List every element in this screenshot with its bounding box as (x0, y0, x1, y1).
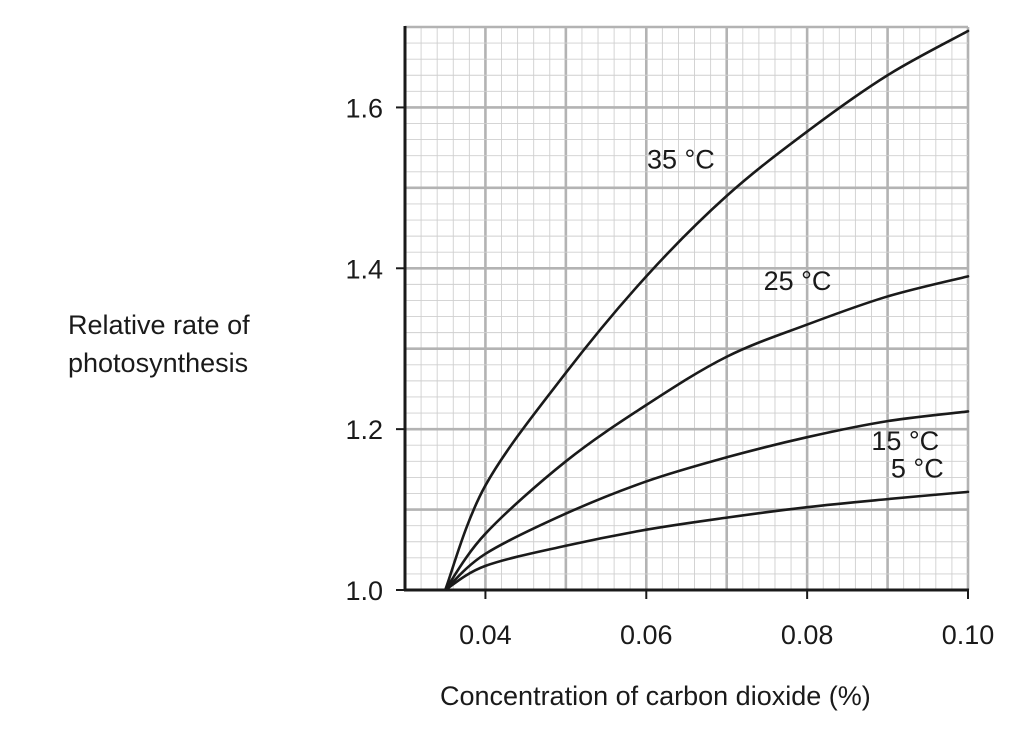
series-line (443, 410, 970, 592)
y-tick-label: 1.0 (345, 576, 383, 606)
y-tick-label: 1.4 (345, 254, 383, 284)
y-axis-label-line-1: Relative rate of (68, 310, 250, 340)
x-axis-label: Concentration of carbon dioxide (%) (440, 681, 871, 711)
x-tick-label: 0.04 (459, 620, 512, 650)
x-tick-label: 0.06 (620, 620, 673, 650)
series-line (443, 29, 970, 592)
y-tick-label: 1.6 (345, 93, 383, 123)
series-label: 25 °C (764, 266, 832, 296)
series-label: 15 °C (871, 426, 939, 456)
series-line (443, 275, 970, 592)
x-tick-label: 0.08 (781, 620, 834, 650)
y-axis-label: Relative rate of photosynthesis (68, 306, 250, 382)
series-line (443, 490, 970, 592)
series-label: 35 °C (647, 145, 715, 175)
y-tick-label: 1.2 (345, 415, 383, 445)
x-tick-label: 0.10 (942, 620, 995, 650)
y-axis-label-line-2: photosynthesis (68, 348, 249, 378)
series-label: 5 °C (891, 453, 944, 483)
